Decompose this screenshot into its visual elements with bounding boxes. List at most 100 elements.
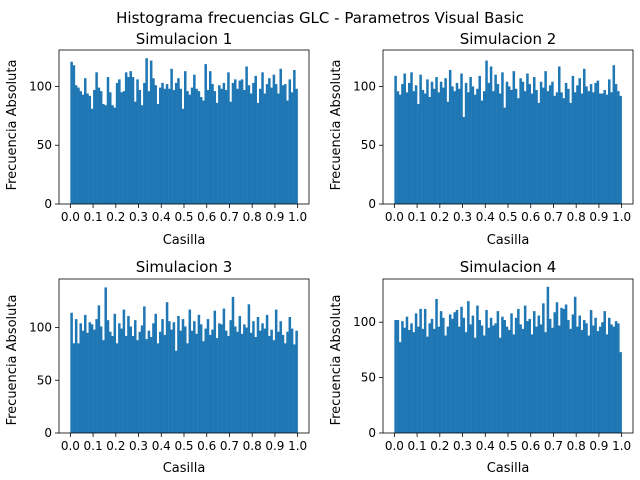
histogram-bar (617, 91, 620, 204)
histogram-bar (569, 328, 572, 433)
y-tick-label: 100 (353, 315, 376, 329)
histogram-bar (95, 72, 98, 204)
histogram-bar (104, 105, 107, 204)
histogram-bar (122, 91, 126, 204)
histogram-bar (428, 323, 431, 433)
histogram-bar (533, 77, 536, 204)
histogram-bar (72, 65, 76, 204)
histogram-bar (430, 81, 434, 204)
histogram-bar (594, 317, 597, 433)
x-tick-label: 0.9 (265, 210, 284, 224)
histogram-bar (154, 313, 157, 433)
histogram-bar (163, 334, 167, 433)
histogram-bar (188, 309, 192, 433)
histogram-bar (448, 69, 452, 204)
histogram-bar (505, 326, 509, 433)
histogram-bar (113, 313, 117, 433)
histogram-bar (170, 329, 173, 433)
y-tick-label: 50 (37, 138, 52, 152)
histogram-bar (88, 322, 92, 433)
histogram-bar (467, 92, 470, 204)
histogram-bar (265, 314, 269, 433)
histogram-bar (548, 85, 552, 204)
histogram-bar (519, 78, 522, 204)
histogram-bar (168, 321, 171, 433)
histogram-bar (159, 331, 162, 433)
histogram-bar (281, 334, 285, 433)
histogram-bar (179, 88, 182, 204)
histogram-bar (193, 321, 196, 433)
histogram-bar (619, 352, 622, 433)
subplot-1-xlabel: Casilla (163, 233, 206, 248)
histogram-bar (286, 331, 289, 433)
histogram-bar (439, 81, 443, 204)
x-tick-label: 0.7 (220, 439, 239, 453)
y-tick-label: 0 (44, 426, 52, 440)
histogram-bar (535, 89, 538, 204)
histogram-bar (229, 320, 232, 433)
histogram-bar (238, 80, 242, 204)
histogram-bar (147, 330, 151, 433)
histogram-bar (140, 325, 144, 433)
histogram-bar (564, 304, 568, 433)
x-tick-label: 0.4 (476, 439, 495, 453)
histogram-bar (496, 84, 500, 204)
histogram-bar (576, 326, 579, 433)
histogram-bar (90, 108, 94, 204)
histogram-bar (120, 92, 123, 204)
histogram-bar (542, 303, 545, 433)
histogram-bar (608, 317, 611, 433)
histogram-bar (93, 329, 96, 433)
histogram-bar (165, 84, 169, 204)
histogram-bar (414, 85, 418, 204)
histogram-bar (580, 93, 584, 204)
histogram-bar (254, 75, 257, 204)
histogram-bar (517, 308, 520, 433)
subplot-3-ylabel: Frecuencia Absoluta (5, 295, 20, 426)
histogram-bar (553, 312, 556, 433)
histogram-bar (88, 95, 92, 204)
histogram-bar (156, 343, 160, 433)
histogram-bar (523, 91, 527, 204)
histogram-bar (161, 319, 164, 433)
histogram-bar (455, 82, 459, 204)
histogram-bar (555, 302, 559, 433)
histogram-bar (147, 91, 151, 204)
histogram-bar (530, 334, 534, 433)
histogram-bar (293, 69, 296, 204)
histogram-bar (421, 89, 425, 204)
histogram-bar (485, 310, 488, 433)
histogram-bar (573, 296, 577, 433)
histogram-bar (571, 75, 575, 204)
histogram-bar (140, 105, 144, 204)
histogram-bar (562, 98, 566, 204)
histogram-bar (102, 340, 105, 433)
histogram-bar (608, 79, 611, 204)
histogram-bar (177, 78, 180, 204)
histogram-bar (145, 58, 148, 205)
histogram-bar (512, 334, 516, 433)
histogram-bar (548, 318, 552, 433)
histogram-bar (209, 334, 212, 433)
histogram-bar (168, 88, 171, 204)
histogram-bar (603, 311, 606, 433)
histogram-bar (247, 85, 251, 204)
subplot-3-bars (70, 287, 298, 433)
histogram-bar (448, 314, 452, 433)
histogram-bar (134, 320, 137, 433)
histogram-bar (539, 81, 543, 204)
histogram-bar (229, 101, 232, 204)
histogram-bar (115, 82, 119, 204)
histogram-bar (74, 319, 78, 433)
histogram-bar (211, 329, 214, 433)
histogram-bar (417, 326, 420, 433)
histogram-bar (514, 88, 518, 204)
histogram-bar (537, 102, 541, 204)
histogram-bar (596, 80, 600, 204)
histogram-bar (227, 335, 230, 433)
histogram-bar (562, 308, 566, 433)
histogram-bar (231, 82, 235, 204)
histogram-bar (535, 326, 538, 433)
x-tick-label: 0.5 (174, 210, 193, 224)
histogram-bar (589, 310, 593, 433)
